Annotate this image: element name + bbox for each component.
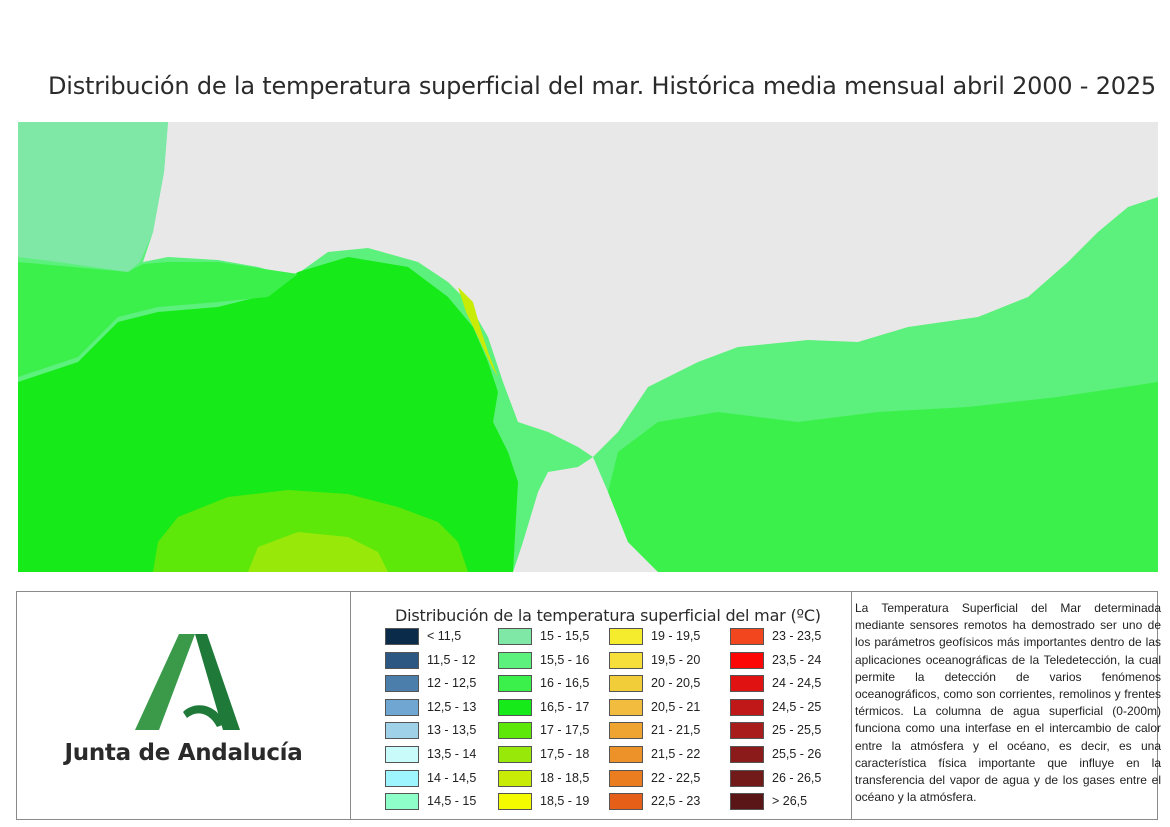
logo-text: Junta de Andalucía xyxy=(64,740,303,766)
map-canvas xyxy=(18,122,1158,572)
legend-swatch xyxy=(730,793,764,811)
legend-label: 18,5 - 19 xyxy=(540,794,590,809)
legend-swatch xyxy=(498,769,532,787)
legend-panel: Junta de Andalucía Distribución de la te… xyxy=(16,591,1161,820)
legend-label: 16,5 - 17 xyxy=(540,699,590,714)
legend-swatch xyxy=(609,628,643,645)
legend-swatch xyxy=(498,722,532,740)
legend-label: 15,5 - 16 xyxy=(540,652,590,667)
legend-label: 25,5 - 26 xyxy=(772,747,822,761)
legend-label: 20 - 20,5 xyxy=(651,676,701,691)
legend-label: 12 - 12,5 xyxy=(427,676,477,691)
legend-label: 24 - 24,5 xyxy=(772,676,822,691)
legend-swatch xyxy=(498,793,532,811)
legend-title: Distribución de la temperatura superfici… xyxy=(395,606,821,625)
legend-cell: Distribución de la temperatura superfici… xyxy=(351,592,852,819)
legend-swatch xyxy=(385,746,419,763)
legend-swatch xyxy=(385,722,419,740)
legend-swatch xyxy=(385,628,419,645)
legend-swatch xyxy=(730,722,764,740)
legend-swatch xyxy=(609,769,643,787)
legend-label: 24,5 - 25 xyxy=(772,699,822,714)
legend-label: 13 - 13,5 xyxy=(427,723,477,738)
atlantic-mid-band xyxy=(18,262,298,377)
legend-label: 26 - 26,5 xyxy=(772,770,822,785)
legend-label: 14 - 14,5 xyxy=(427,770,477,785)
legend-label: 13,5 - 14 xyxy=(427,747,477,761)
legend-swatch xyxy=(385,769,419,787)
legend-swatch xyxy=(730,628,764,645)
legend-swatch xyxy=(609,651,643,669)
legend-swatch xyxy=(385,651,419,669)
legend-label: 19 - 19,5 xyxy=(651,629,701,643)
legend-label: 23 - 23,5 xyxy=(772,629,822,643)
legend-label: > 26,5 xyxy=(772,794,808,809)
legend-swatch xyxy=(609,675,643,693)
legend-label: 22 - 22,5 xyxy=(651,770,701,785)
logo-cell: Junta de Andalucía xyxy=(17,592,351,819)
legend-swatch xyxy=(498,675,532,693)
legend-label: 23,5 - 24 xyxy=(772,652,822,667)
atlantic-warm-core xyxy=(18,257,518,572)
legend-swatch xyxy=(730,651,764,669)
north-africa-land xyxy=(513,472,643,572)
legend-swatch xyxy=(498,698,532,716)
legend-swatch xyxy=(730,698,764,716)
warm-patch-south xyxy=(153,490,468,572)
mediterranean-interior xyxy=(608,382,1158,572)
legend-swatch xyxy=(498,746,532,763)
legend-swatch xyxy=(385,675,419,693)
legend-label: 17,5 - 18 xyxy=(540,747,590,761)
cool-coastal-band xyxy=(18,122,168,272)
legend-label: 14,5 - 15 xyxy=(427,794,477,809)
junta-logo-icon xyxy=(135,634,240,730)
logo-arc xyxy=(183,705,225,727)
legend-label: 21 - 21,5 xyxy=(651,723,701,738)
legend-swatch xyxy=(730,675,764,693)
description-text: La Temperatura Superficial del Mar deter… xyxy=(855,601,1161,805)
warmer-patch xyxy=(248,532,388,572)
legend-label: 15 - 15,5 xyxy=(540,629,590,643)
legend-label: < 11,5 xyxy=(427,629,462,643)
legend-swatch xyxy=(609,698,643,716)
logo-left-stroke xyxy=(135,634,195,730)
legend-label: 25 - 25,5 xyxy=(772,723,822,738)
legend-swatch xyxy=(730,746,764,763)
legend-label: 19,5 - 20 xyxy=(651,652,701,667)
legend-swatch xyxy=(385,793,419,811)
legend-label: 17 - 17,5 xyxy=(540,723,590,738)
legend-label: 18 - 18,5 xyxy=(540,770,590,785)
legend-label: 20,5 - 21 xyxy=(651,699,701,714)
legend-swatch xyxy=(730,769,764,787)
legend-swatch xyxy=(385,698,419,716)
legend-label: 12,5 - 13 xyxy=(427,699,477,714)
legend-swatch xyxy=(609,793,643,811)
coastal-warm-strip xyxy=(458,287,498,377)
legend-label: 16 - 16,5 xyxy=(540,676,590,691)
legend-swatch xyxy=(609,746,643,763)
legend-swatch xyxy=(498,628,532,645)
legend-label: 11,5 - 12 xyxy=(427,652,476,667)
legend-swatch xyxy=(609,722,643,740)
legend-label: 21,5 - 22 xyxy=(651,747,701,761)
legend-label: 22,5 - 23 xyxy=(651,794,701,809)
map-title: Distribución de la temperatura superfici… xyxy=(48,72,1156,100)
legend-swatch xyxy=(498,651,532,669)
logo-right-stroke xyxy=(195,634,240,730)
sea-temperature-map xyxy=(18,122,1158,572)
